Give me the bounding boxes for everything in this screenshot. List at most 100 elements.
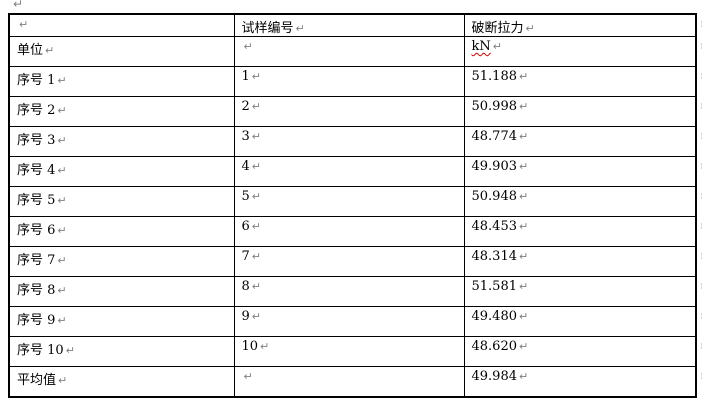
table-cell-sample-number[interactable]: 1 ↵	[233, 66, 465, 97]
table-row: 单位↵↵kN↵¤	[8, 36, 702, 67]
table-cell-sample-number[interactable]: 3 ↵	[233, 126, 465, 157]
table-cell-sample-number[interactable]: ↵	[233, 36, 465, 67]
cell-text: 2	[241, 99, 250, 114]
table-cell-sample-number[interactable]: ↵	[233, 366, 465, 397]
cell-end-paragraph-mark: ↵	[519, 130, 529, 143]
table-row: 序号 3↵3↵48.774↵¤	[8, 126, 702, 157]
cell-text: 49.903	[471, 159, 518, 174]
table-cell-row-label[interactable]: 序号 8 ↵	[8, 276, 235, 307]
cell-text: 序号 8	[17, 283, 56, 298]
table-cell-breaking-force[interactable]: 51.581↵ ¤	[463, 276, 702, 307]
cell-end-paragraph-mark: ↵	[519, 370, 529, 383]
cell-end-paragraph-mark: ↵	[19, 18, 29, 31]
cell-text-spellcheck-flagged: kN	[471, 39, 491, 54]
table-cell-sample-number[interactable]: 7 ↵	[233, 246, 465, 277]
cell-end-paragraph-mark: ↵	[519, 220, 529, 233]
cell-end-paragraph-mark: ↵	[251, 190, 261, 203]
cell-text: 单位	[17, 43, 44, 58]
table-cell-row-label[interactable]: 序号 9 ↵	[8, 306, 235, 337]
cell-end-paragraph-mark: ↵	[260, 340, 270, 353]
row-end-marker: ¤	[701, 161, 702, 172]
table-cell-row-label[interactable]: 序号 4 ↵	[8, 156, 235, 187]
table-cell-row-label[interactable]: 序号 3 ↵	[8, 126, 235, 157]
table-cell-breaking-force[interactable]: 50.998↵ ¤	[463, 96, 702, 127]
cell-end-paragraph-mark: ↵	[57, 164, 67, 177]
table-cell-row-label[interactable]: 序号 1 ↵	[8, 66, 235, 97]
cell-text: 序号 6	[17, 223, 56, 238]
table-cell-sample-number[interactable]: 5 ↵	[233, 186, 465, 217]
data-table-body: ↵试样编号↵破断拉力↵¤单位↵↵kN↵¤序号 1↵1↵51.188↵¤序号 2↵…	[8, 13, 702, 397]
cell-end-paragraph-mark: ↵	[57, 134, 67, 147]
row-end-marker: ¤	[701, 281, 702, 292]
table-row: 序号 1↵1↵51.188↵¤	[8, 66, 702, 97]
table-row: 序号 7↵7↵48.314↵¤	[8, 246, 702, 277]
cell-end-paragraph-mark: ↵	[519, 190, 529, 203]
cell-text: 5	[241, 189, 250, 204]
table-cell-sample-number[interactable]: 试样编号 ↵	[233, 13, 465, 37]
table-cell-breaking-force[interactable]: 49.903↵ ¤	[463, 156, 702, 187]
cell-text: 4	[241, 159, 250, 174]
table-cell-breaking-force[interactable]: 49.480↵ ¤	[463, 306, 702, 337]
cell-end-paragraph-mark: ↵	[251, 250, 261, 263]
cell-end-paragraph-mark: ↵	[519, 160, 529, 173]
table-cell-row-label[interactable]: ↵	[8, 13, 235, 37]
table-cell-row-label[interactable]: 单位 ↵	[8, 36, 235, 67]
table-row: 序号 4↵4↵49.903↵¤	[8, 156, 702, 187]
table-cell-breaking-force[interactable]: 51.188↵ ¤	[463, 66, 702, 97]
row-end-marker: ¤	[701, 71, 702, 82]
cell-text: 48.314	[471, 249, 518, 264]
cell-end-paragraph-mark: ↵	[525, 22, 535, 35]
cell-end-paragraph-mark: ↵	[519, 250, 529, 263]
cell-end-paragraph-mark: ↵	[65, 344, 75, 357]
cell-text: 51.581	[471, 279, 518, 294]
table-cell-sample-number[interactable]: 2 ↵	[233, 96, 465, 127]
cell-text: 序号 1	[17, 73, 56, 88]
cell-text: 50.998	[471, 99, 518, 114]
cell-end-paragraph-mark: ↵	[243, 370, 253, 383]
table-cell-row-label[interactable]: 平均值 ↵	[8, 366, 235, 397]
cell-end-paragraph-mark: ↵	[519, 100, 529, 113]
table-row: 序号 10↵10↵48.620↵¤	[8, 336, 702, 367]
cell-text: 3	[241, 129, 250, 144]
table-cell-sample-number[interactable]: 10 ↵	[233, 336, 465, 367]
cell-text: 49.984	[471, 369, 518, 384]
table-cell-breaking-force[interactable]: 48.620↵ ¤	[463, 336, 702, 367]
row-end-marker: ¤	[701, 221, 702, 232]
paragraph-mark: ↵	[13, 0, 24, 11]
table-cell-sample-number[interactable]: 4 ↵	[233, 156, 465, 187]
table-cell-breaking-force[interactable]: 48.453↵ ¤	[463, 216, 702, 247]
data-table: ↵试样编号↵破断拉力↵¤单位↵↵kN↵¤序号 1↵1↵51.188↵¤序号 2↵…	[8, 13, 702, 398]
table-row: 序号 6↵6↵48.453↵¤	[8, 216, 702, 247]
cell-end-paragraph-mark: ↵	[57, 224, 67, 237]
table-cell-row-label[interactable]: 序号 2 ↵	[8, 96, 235, 127]
cell-end-paragraph-mark: ↵	[519, 340, 529, 353]
table-cell-breaking-force[interactable]: 48.774↵ ¤	[463, 126, 702, 157]
cell-text: 试样编号	[241, 21, 294, 36]
table-cell-sample-number[interactable]: 8 ↵	[233, 276, 465, 307]
cell-end-paragraph-mark: ↵	[519, 70, 529, 83]
cell-text: 序号 3	[17, 133, 56, 148]
cell-end-paragraph-mark: ↵	[251, 130, 261, 143]
cell-text: 6	[241, 219, 250, 234]
row-end-marker: ¤	[701, 251, 702, 262]
cell-text: 48.620	[471, 339, 518, 354]
cell-end-paragraph-mark: ↵	[251, 220, 261, 233]
table-cell-breaking-force[interactable]: kN↵ ¤	[463, 36, 702, 67]
table-cell-breaking-force[interactable]: 破断拉力↵ ¤	[463, 13, 702, 37]
row-end-marker: ¤	[701, 311, 702, 322]
row-end-marker: ¤	[701, 19, 702, 30]
table-cell-row-label[interactable]: 序号 7 ↵	[8, 246, 235, 277]
cell-text: 7	[241, 249, 250, 264]
table-cell-row-label[interactable]: 序号 6 ↵	[8, 216, 235, 247]
table-cell-sample-number[interactable]: 6 ↵	[233, 216, 465, 247]
cell-end-paragraph-mark: ↵	[519, 310, 529, 323]
cell-text: 破断拉力	[471, 21, 524, 36]
table-cell-row-label[interactable]: 序号 5 ↵	[8, 186, 235, 217]
table-cell-row-label[interactable]: 序号 10 ↵	[8, 336, 235, 367]
table-cell-sample-number[interactable]: 9 ↵	[233, 306, 465, 337]
table-cell-breaking-force[interactable]: 50.948↵ ¤	[463, 186, 702, 217]
row-end-marker: ¤	[701, 191, 702, 202]
cell-text: 49.480	[471, 309, 518, 324]
table-cell-breaking-force[interactable]: 49.984↵ ¤	[463, 366, 702, 397]
table-cell-breaking-force[interactable]: 48.314↵ ¤	[463, 246, 702, 277]
